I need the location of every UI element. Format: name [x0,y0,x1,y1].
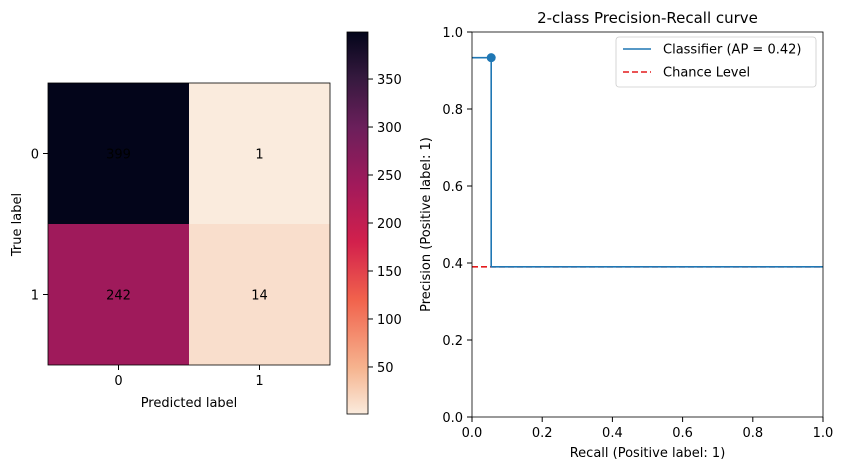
cm-cell [48,83,189,224]
cm-y-tick-label: 1 [31,289,39,304]
cm-cell [189,224,330,365]
colorbar-gradient [347,32,368,414]
colorbar-tick-label: 300 [377,121,402,136]
colorbar-tick-label: 350 [377,73,402,88]
colorbar-tick-label: 50 [377,361,394,376]
confusion-matrix: 399 1 242 14 0 1 0 1 [31,82,331,389]
legend-box [615,36,817,88]
colorbar: 50 100 150 200 250 300 350 [346,31,402,415]
cm-cell-value: 399 [106,148,131,163]
colorbar-tick-label: 200 [377,217,402,232]
pr-x-tick-label: 0.6 [672,426,693,441]
cm-cell-value: 242 [106,289,131,304]
pr-x-label: Recall (Positive label: 1) [570,446,726,461]
legend: Classifier (AP = 0.42) Chance Level [615,36,817,88]
pr-y-tick-label: 1.0 [442,26,463,41]
cm-x-tick-label: 1 [255,374,263,389]
pr-y-tick-label: 0.2 [442,334,463,349]
pr-y-label: Precision (Positive label: 1) [419,137,434,312]
colorbar-tick-label: 150 [377,265,402,280]
cm-x-tick-label: 0 [114,374,122,389]
cm-x-label: Predicted label [141,396,238,411]
cm-cell-value: 1 [255,148,263,163]
pr-x-tick-label: 1.0 [813,426,834,441]
cm-cell-value: 14 [251,289,268,304]
pr-y-tick-label: 0.0 [442,411,463,426]
pr-x-tick-label: 0.4 [602,426,623,441]
cm-cell [48,224,189,365]
pr-axes-frame [471,31,824,418]
legend-classifier-label: Classifier (AP = 0.42) [663,43,801,58]
pr-y-tick-label: 0.6 [442,180,463,195]
pr-y-tick-label: 0.4 [442,257,463,272]
cm-y-label: True label [10,193,25,257]
pr-title: 2-class Precision-Recall curve [537,9,758,27]
colorbar-tick-label: 100 [377,313,402,328]
pr-x-tick-label: 0.2 [532,426,553,441]
cm-cell [189,83,330,224]
cm-axes-frame [47,82,331,366]
precision-recall-plot: 2-class Precision-Recall curve 0.0 0.2 0.4… [419,9,833,461]
legend-chance-label: Chance Level [663,66,750,81]
pr-x-tick-label: 0.0 [462,426,483,441]
classifier-pr-line [472,56,823,268]
pr-x-tick-label: 0.8 [742,426,763,441]
cm-y-tick-label: 0 [31,148,39,163]
pr-y-tick-label: 0.8 [442,103,463,118]
operating-point-marker [486,53,496,63]
colorbar-tick-label: 250 [377,169,402,184]
